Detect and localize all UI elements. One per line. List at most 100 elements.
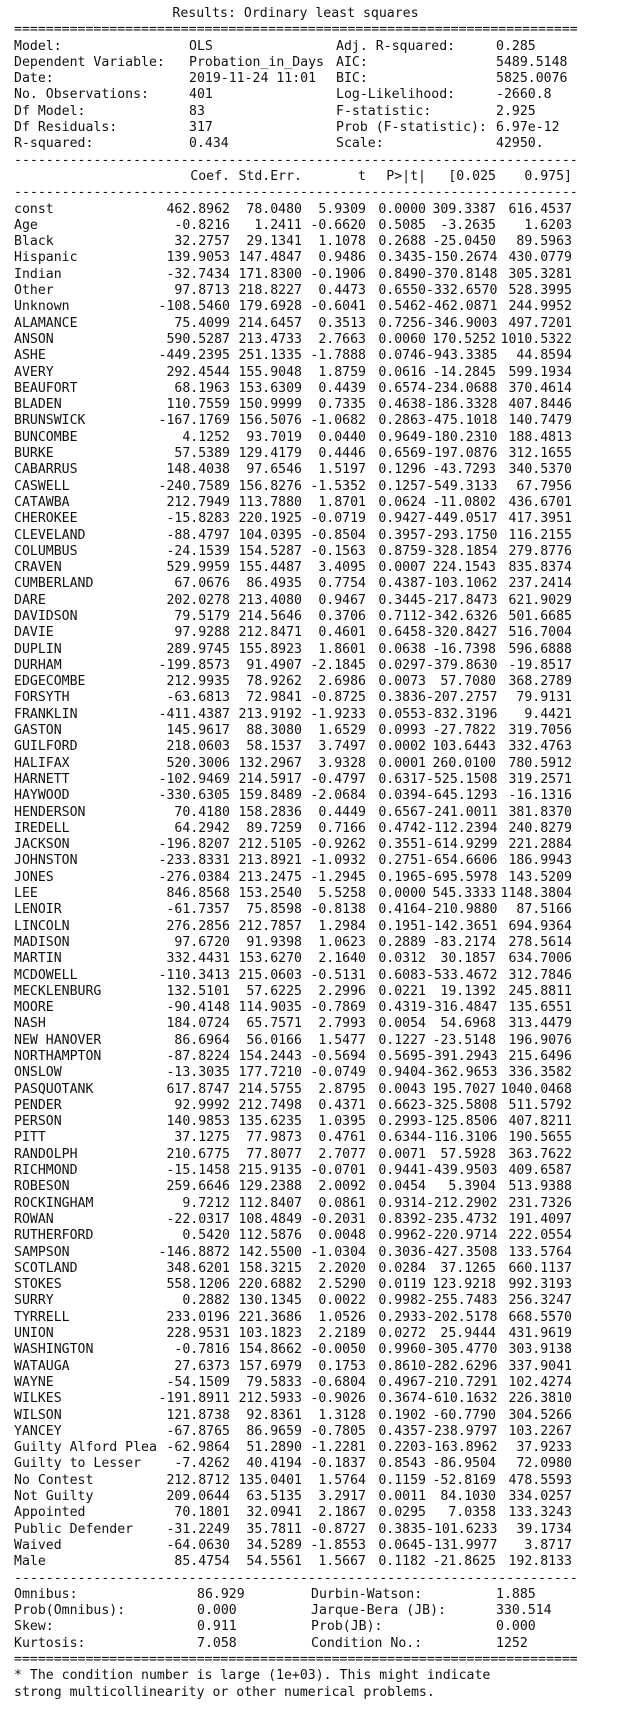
coef-t: -0.4797 <box>310 771 366 787</box>
coef-value: -110.3413 <box>158 967 230 983</box>
coef-t: 2.2996 <box>318 983 366 999</box>
coef-variable: Waived <box>14 1537 62 1553</box>
coef-stderr: 215.9135 <box>238 1163 302 1179</box>
diagnostic-label: Omnibus: <box>14 1586 78 1602</box>
coef-t: 2.0092 <box>318 1179 366 1195</box>
coef-ci-high: 279.8776 <box>508 543 572 559</box>
coef-pvalue: 0.3445 <box>378 592 426 608</box>
coef-ci-low: -202.5178 <box>426 1309 498 1325</box>
coef-ci-low: -328.1854 <box>426 543 498 559</box>
table-row: Waived -64.0630 34.5289 -1.8553 0.0645 -131.9… <box>14 1538 614 1554</box>
table-row: IREDELL 64.2942 89.7259 0.7166 0.4742 -112.23… <box>14 821 614 837</box>
coef-value: 145.9617 <box>166 723 230 739</box>
coef-variable: Not Guilty <box>14 1489 94 1505</box>
coef-t: 3.2917 <box>318 1489 366 1505</box>
coef-variable: STOKES <box>14 1277 62 1293</box>
coef-ci-high: 634.7006 <box>508 951 572 967</box>
table-row: JACKSON -196.8207 212.5105 -0.9262 0.3551 -61… <box>14 837 614 853</box>
coef-ci-high: 305.3281 <box>508 266 572 282</box>
coef-stderr: 212.8471 <box>238 625 302 641</box>
coef-value: 9.7212 <box>182 1195 230 1211</box>
table-row: LENOIR -61.7357 75.8598 -0.8138 0.4164 -210.9… <box>14 902 614 918</box>
coef-ci-low: -21.8625 <box>432 1554 496 1570</box>
summary-label: R-squared: <box>14 136 94 152</box>
coef-stderr: 104.0395 <box>238 527 302 543</box>
coef-ci-high: 102.4274 <box>508 1374 572 1390</box>
coef-variable: Guilty Alford Plea <box>14 1440 157 1456</box>
coef-ci-low: 57.7080 <box>440 674 496 690</box>
summary-label: Date: <box>14 71 54 87</box>
coef-value: 228.9531 <box>166 1326 230 1342</box>
results-title: Results: Ordinary least squares <box>172 6 419 21</box>
coef-t: 0.7166 <box>318 820 366 836</box>
coef-t: -1.0682 <box>310 413 366 429</box>
diagnostic-value: 1.885 <box>496 1586 536 1602</box>
coef-value: -449.2395 <box>158 348 230 364</box>
table-row: ALAMANCE 75.4099 214.6457 0.3513 0.7256 -346.… <box>14 316 614 332</box>
coef-value: 0.5420 <box>182 1228 230 1244</box>
coef-ci-high: 133.3243 <box>508 1505 572 1521</box>
coef-ci-low: -23.5148 <box>432 1032 496 1048</box>
coef-ci-high: 3.8717 <box>524 1537 572 1553</box>
coef-t: -0.5131 <box>310 967 366 983</box>
coef-variable: NASH <box>14 1016 46 1032</box>
coef-ci-low: 57.5928 <box>440 1146 496 1162</box>
coef-t: 1.5197 <box>318 462 366 478</box>
coef-t: 1.3128 <box>318 1407 366 1423</box>
coef-ci-high: 9.4421 <box>524 706 572 722</box>
diagnostic-value: 0.911 <box>197 1619 237 1635</box>
coef-ci-low: -60.7790 <box>432 1407 496 1423</box>
coef-variable: WILSON <box>14 1407 62 1423</box>
coef-stderr: 213.9192 <box>238 706 302 722</box>
coef-ci-low: -131.9977 <box>426 1537 498 1553</box>
coef-ci-high: 215.6496 <box>508 1049 572 1064</box>
coef-ci-high: 133.5764 <box>508 1244 572 1260</box>
coef-variable: PITT <box>14 1130 46 1146</box>
diagnostic-label: Kurtosis: <box>14 1635 86 1651</box>
coef-variable: PASQUOTANK <box>14 1081 94 1097</box>
summary-value: -2660.8 <box>496 87 552 103</box>
coef-ci-low: -439.9503 <box>426 1163 498 1179</box>
summary-value: 6.97e-12 <box>496 120 560 136</box>
coef-pvalue: 0.1296 <box>378 462 426 478</box>
coef-ci-low: 30.1857 <box>440 951 496 967</box>
coef-ci-high: 363.7622 <box>508 1146 572 1162</box>
coef-pvalue: 0.3435 <box>378 250 426 266</box>
coef-ci-high: 188.4813 <box>508 429 572 445</box>
coef-header-stderr: Std.Err. <box>238 168 302 184</box>
coef-stderr: 92.8361 <box>246 1407 302 1423</box>
coef-pvalue: 0.3551 <box>378 837 426 853</box>
coef-variable: SCOTLAND <box>14 1260 78 1276</box>
coef-variable: HENDERSON <box>14 804 86 820</box>
coef-pvalue: 0.0221 <box>378 983 426 999</box>
summary-label: Prob (F-statistic): <box>336 120 487 136</box>
coef-pvalue: 0.1902 <box>378 1407 426 1423</box>
coef-variable: Other <box>14 283 54 299</box>
coef-value: 259.6646 <box>166 1179 230 1195</box>
coef-header-coef: Coef. <box>190 168 230 184</box>
coef-pvalue: 0.0011 <box>378 1489 426 1505</box>
table-row: Unknown -108.5460 179.6928 -0.6041 0.5462 -46… <box>14 299 614 315</box>
coef-ci-high: 313.4479 <box>508 1016 572 1032</box>
coef-variable: Age <box>14 217 38 233</box>
summary-label: F-statistic: <box>336 103 432 119</box>
coef-variable: BUNCOMBE <box>14 429 78 445</box>
table-row: JONES -276.0384 213.2475 -1.2945 0.1965 -695.… <box>14 870 614 886</box>
coef-ci-high: 312.7846 <box>508 967 572 983</box>
coef-pvalue: 0.2993 <box>378 1114 426 1130</box>
coef-pvalue: 0.3836 <box>378 690 426 706</box>
model-summary: Model: OLS Adj. R-squared: 0.285 Dependent V… <box>14 39 614 153</box>
coef-value: 184.0724 <box>166 1016 230 1032</box>
coef-ci-high: 835.8374 <box>508 560 572 576</box>
coef-value: 139.9053 <box>166 250 230 266</box>
coef-stderr: 86.4935 <box>246 576 302 592</box>
coef-value: -15.8283 <box>166 511 230 527</box>
coef-variable: Indian <box>14 266 62 282</box>
table-row: ROWAN -22.0317 108.4849 -0.2031 0.8392 -235.4… <box>14 1212 614 1228</box>
coef-stderr: 177.7210 <box>238 1065 302 1081</box>
coef-pvalue: 0.4967 <box>378 1374 426 1390</box>
coef-stderr: 212.5933 <box>238 1391 302 1407</box>
coef-pvalue: 0.0284 <box>378 1260 426 1276</box>
coef-value: 462.8962 <box>166 201 230 217</box>
coef-stderr: 154.8662 <box>238 1342 302 1358</box>
